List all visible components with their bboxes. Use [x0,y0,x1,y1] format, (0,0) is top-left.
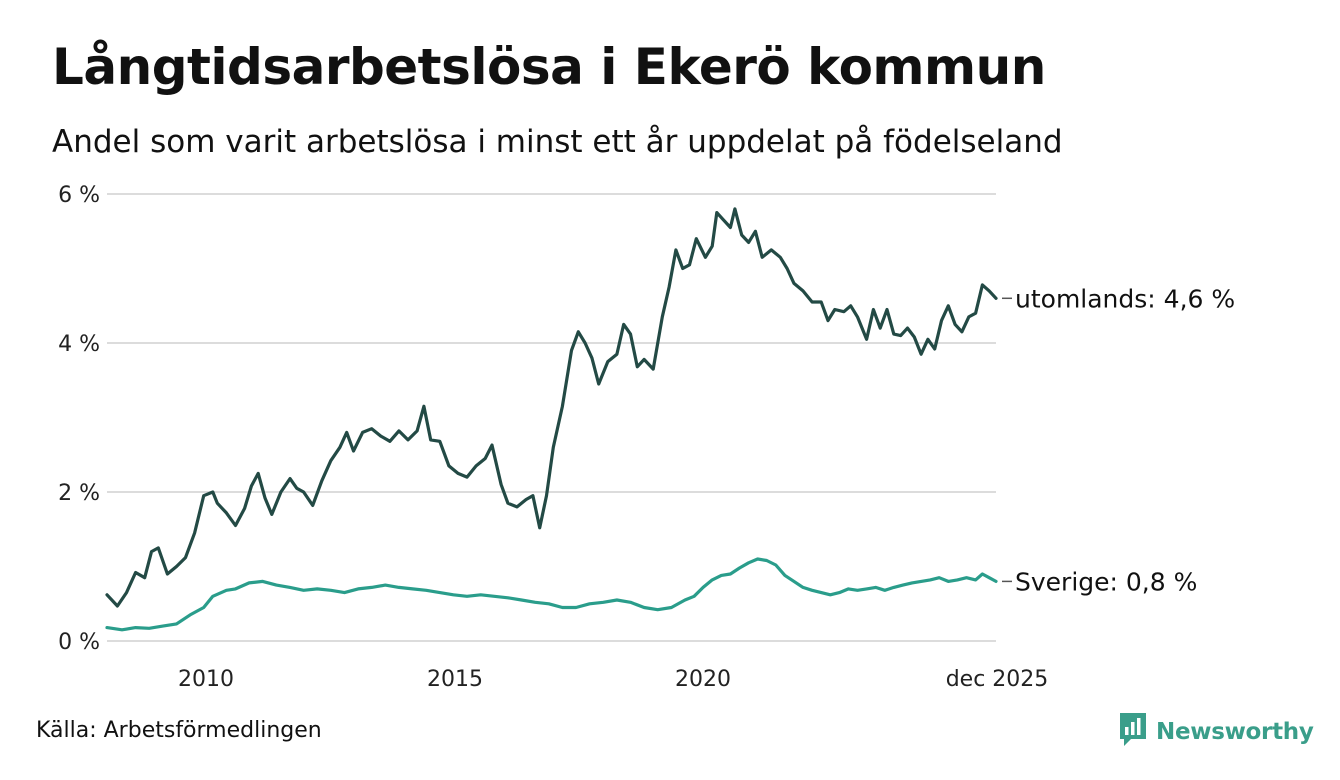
chart-title: Långtidsarbetslösa i Ekerö kommun [52,38,1046,96]
brand-logo[interactable]: Newsworthy [1118,712,1314,752]
x-tick-label: 2020 [675,667,731,692]
x-axis-ticks: 2010 2015 2020 dec 2025 [178,667,1048,692]
end-label-utomlands: utomlands: 4,6 % [1015,284,1235,313]
series-end-labels: utomlands: 4,6 % Sverige: 0,8 % [1002,284,1235,596]
chart-subtitle: Andel som varit arbetslösa i minst ett å… [52,124,1063,160]
x-tick-label: 2010 [178,667,234,692]
x-tick-label: dec 2025 [946,667,1049,692]
series-lines [105,207,998,632]
y-tick-label: 6 % [58,183,100,208]
y-tick-label: 2 % [58,481,100,506]
brand-name: Newsworthy [1156,719,1314,745]
y-tick-label: 0 % [58,630,100,655]
source-note: Källa: Arbetsförmedlingen [36,718,322,743]
end-label-sverige: Sverige: 0,8 % [1015,567,1197,596]
grid-lines [107,193,996,642]
series-line-sverige [105,557,998,632]
newsworthy-logo-icon [1118,711,1148,753]
x-tick-label: 2015 [427,667,483,692]
y-axis-ticks: 0 % 2 % 4 % 6 % [58,183,100,655]
series-line-utomlands [105,207,998,608]
y-tick-label: 4 % [58,332,100,357]
